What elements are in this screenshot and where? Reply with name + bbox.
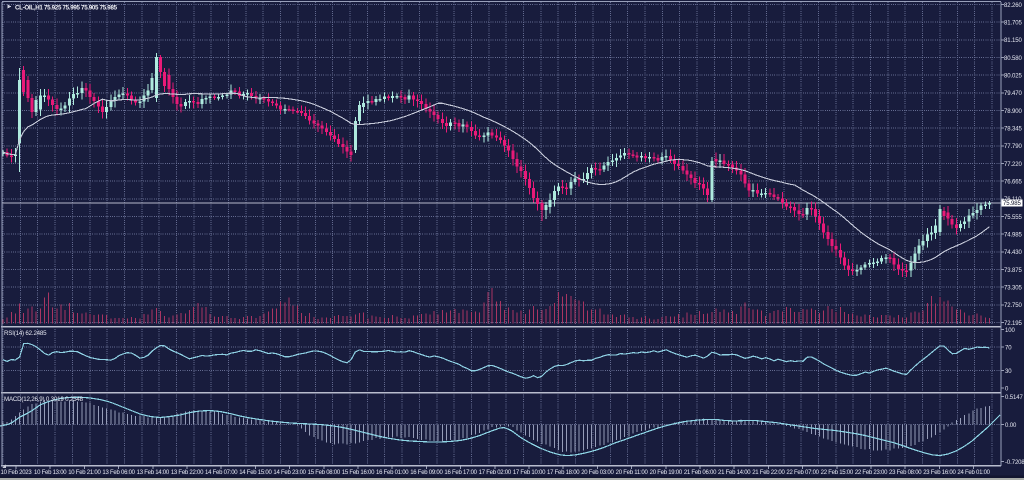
- svg-text:77.220: 77.220: [1004, 162, 1023, 168]
- svg-text:15 Feb 16:00: 15 Feb 16:00: [342, 470, 375, 476]
- svg-text:76.665: 76.665: [1004, 180, 1023, 186]
- svg-text:20 Feb 11:00: 20 Feb 11:00: [616, 470, 649, 476]
- svg-text:0.5147: 0.5147: [1005, 395, 1024, 401]
- svg-text:78.345: 78.345: [1004, 127, 1023, 133]
- svg-text:16 Feb 09:00: 16 Feb 09:00: [410, 470, 443, 476]
- svg-text:73.875: 73.875: [1004, 268, 1023, 274]
- svg-text:80.580: 80.580: [1004, 56, 1023, 62]
- svg-text:17 Feb 18:00: 17 Feb 18:00: [547, 470, 580, 476]
- svg-text:17 Feb 10:00: 17 Feb 10:00: [513, 470, 546, 476]
- svg-text:10 Feb 21:00: 10 Feb 21:00: [68, 470, 101, 476]
- svg-text:81.150: 81.150: [1004, 38, 1023, 44]
- svg-text:24 Feb 01:00: 24 Feb 01:00: [957, 470, 990, 476]
- svg-text:23 Feb 08:00: 23 Feb 08:00: [889, 470, 922, 476]
- svg-text:16 Feb 17:00: 16 Feb 17:00: [444, 470, 477, 476]
- svg-text:74.430: 74.430: [1004, 250, 1023, 256]
- svg-text:100: 100: [1005, 328, 1015, 334]
- svg-text:74.985: 74.985: [1004, 233, 1023, 239]
- svg-text:72.750: 72.750: [1004, 303, 1023, 309]
- svg-text:0.00: 0.00: [1005, 423, 1017, 429]
- svg-text:MACD(12,26,9) 0.3019 0.2548: MACD(12,26,9) 0.3019 0.2548: [4, 396, 84, 403]
- svg-text:20 Feb 03:00: 20 Feb 03:00: [581, 470, 614, 476]
- svg-text:82.260: 82.260: [1004, 3, 1023, 9]
- svg-text:81.705: 81.705: [1004, 21, 1023, 27]
- svg-text:13 Feb 22:00: 13 Feb 22:00: [171, 470, 204, 476]
- svg-text:17 Feb 02:00: 17 Feb 02:00: [479, 470, 512, 476]
- svg-text:0: 0: [1005, 386, 1009, 392]
- svg-text:RSI(14) 62.2485: RSI(14) 62.2485: [4, 330, 47, 337]
- svg-text:22 Feb 15:00: 22 Feb 15:00: [821, 470, 854, 476]
- svg-text:14 Feb 15:00: 14 Feb 15:00: [239, 470, 272, 476]
- svg-text:16 Feb 01:00: 16 Feb 01:00: [376, 470, 409, 476]
- svg-text:CL-OIL,H1 75.925 75.995 75.905: CL-OIL,H1 75.925 75.995 75.905 75.985: [15, 4, 118, 11]
- svg-text:75.985: 75.985: [1003, 201, 1022, 207]
- svg-text:22 Feb 23:00: 22 Feb 23:00: [855, 470, 888, 476]
- svg-text:13 Feb 06:00: 13 Feb 06:00: [102, 470, 135, 476]
- svg-text:14 Feb 07:00: 14 Feb 07:00: [205, 470, 238, 476]
- svg-text:15 Feb 08:00: 15 Feb 08:00: [308, 470, 341, 476]
- svg-text:21 Feb 06:00: 21 Feb 06:00: [684, 470, 717, 476]
- svg-text:21 Feb 14:00: 21 Feb 14:00: [718, 470, 751, 476]
- svg-text:-0.7208: -0.7208: [1005, 460, 1024, 466]
- svg-text:10 Feb 13:00: 10 Feb 13:00: [34, 470, 67, 476]
- svg-text:14 Feb 23:00: 14 Feb 23:00: [273, 470, 306, 476]
- svg-text:73.305: 73.305: [1004, 286, 1023, 292]
- svg-text:21 Feb 22:00: 21 Feb 22:00: [752, 470, 785, 476]
- svg-text:20 Feb 19:00: 20 Feb 19:00: [650, 470, 683, 476]
- svg-text:79.470: 79.470: [1004, 91, 1023, 97]
- svg-text:77.790: 77.790: [1004, 144, 1023, 150]
- svg-text:78.900: 78.900: [1004, 109, 1023, 115]
- svg-text:22 Feb 07:00: 22 Feb 07:00: [786, 470, 819, 476]
- svg-text:10 Feb 2023: 10 Feb 2023: [1, 470, 33, 476]
- svg-text:13 Feb 14:00: 13 Feb 14:00: [137, 470, 170, 476]
- svg-text:70: 70: [1005, 345, 1012, 351]
- svg-text:30: 30: [1005, 369, 1012, 375]
- svg-text:72.195: 72.195: [1004, 321, 1023, 327]
- svg-text:75.555: 75.555: [1004, 215, 1023, 221]
- svg-text:23 Feb 16:00: 23 Feb 16:00: [923, 470, 956, 476]
- svg-text:80.025: 80.025: [1004, 74, 1023, 80]
